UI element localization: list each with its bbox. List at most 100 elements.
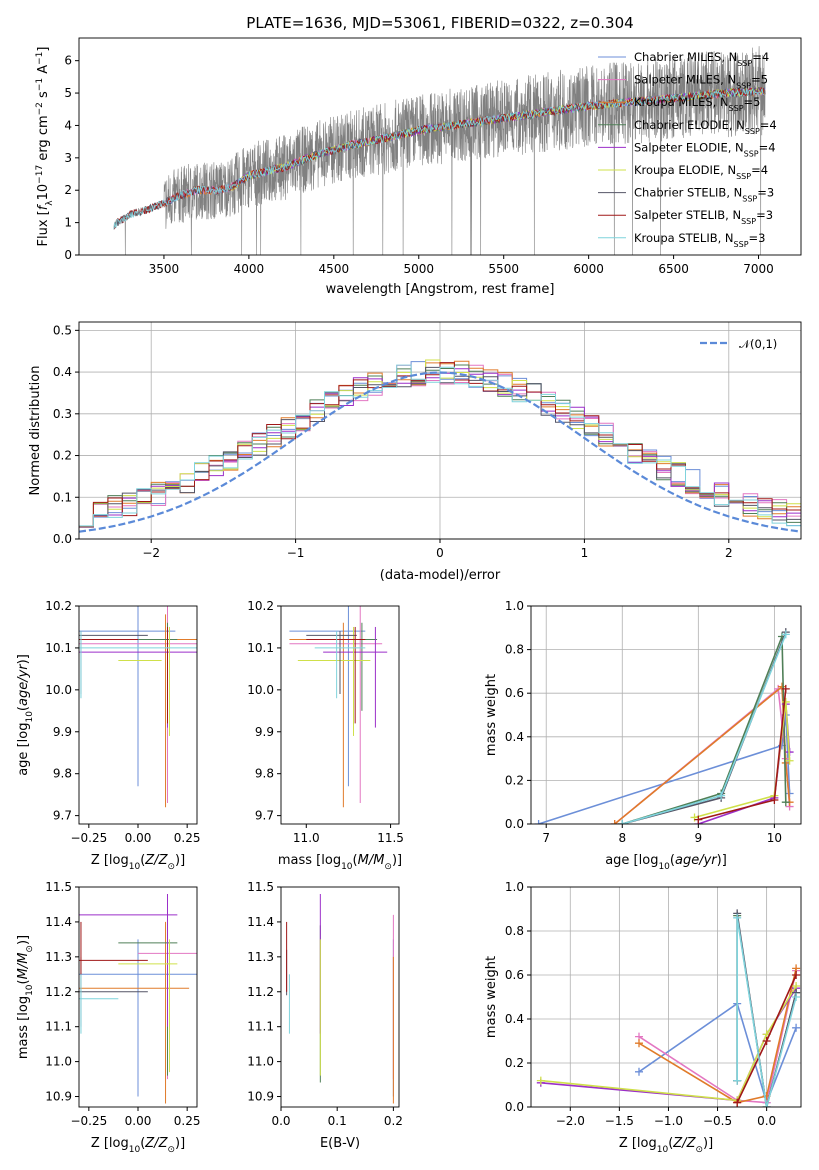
spectrum-axes: 3500 4000 4500 5000 5500 6000 6500 7000 0 1 2 3 4 5 6 w…	[35, 37, 802, 297]
legend-entry: Chabrier MILES, NSSP=4	[634, 50, 769, 68]
weight-marker	[534, 820, 543, 824]
age-vs-Z-ytick-label: 9.7	[53, 809, 72, 823]
legend-entry: Salpeter MILES, NSSP=5	[634, 73, 768, 91]
residuals-grid	[79, 322, 801, 540]
weight-vs-Z-xtick-label: −0.5	[703, 1114, 732, 1128]
age-vs-mass-ytick-label: 9.9	[255, 725, 274, 739]
weight-marker	[785, 756, 794, 765]
spectrum-ytick-label: 5	[64, 86, 72, 100]
residuals-xtick-label: 1	[581, 546, 589, 560]
weight-marker	[781, 798, 790, 807]
weight-vs-Z-plot-area	[536, 909, 801, 1107]
mass-vs-EBV-ytick-label: 11.3	[247, 950, 274, 964]
legend-entry: Kroupa STELIB, NSSP=3	[634, 231, 765, 249]
weight-marker	[536, 1076, 545, 1085]
weight-marker	[610, 820, 619, 824]
residuals-axes: −2 −1 0 1 2 0.0 0.1 0.2 0.3 0.4 0.5 (data-model)/er…	[28, 321, 802, 583]
mass-vs-Z-xlabel: Z [log10(Z/Z⊙)]	[91, 1136, 185, 1155]
age-vs-Z-axes: −0.25 0.00 0.25 9.7 9.8 9.9 10.0 10.1 10.2 Z [log…	[16, 599, 201, 872]
residuals-ytick-label: 0.2	[53, 449, 72, 463]
spectrum-ytick-label: 1	[64, 216, 72, 230]
spectrum-xlabel: wavelength [Angstrom, rest frame]	[326, 282, 555, 297]
weight-vs-Z-axes: −2.0 −1.5 −1.0 −0.5 0.0 0.0 0.2 0.4 0.6 0.8 1.0 Z […	[484, 880, 802, 1155]
age-vs-mass-ytick-label: 9.7	[255, 809, 274, 823]
mass-vs-Z-ytick-label: 10.9	[45, 1090, 72, 1104]
residuals-ytick-label: 0.5	[53, 323, 72, 337]
weight-vs-Z-xtick-label: −1.5	[605, 1114, 634, 1128]
weight-vs-age-xtick-label: 8	[618, 831, 626, 845]
age-vs-Z-plot-area	[79, 606, 197, 808]
weight-vs-age-plot-area	[534, 628, 794, 824]
age-vs-mass-xtick-label: 11.5	[377, 831, 404, 845]
mass-vs-Z-axes: −0.25 0.00 0.25 10.9 11.0 11.1 11.2 11.3 11.4 11.…	[16, 880, 201, 1155]
legend-entry: Chabrier STELIB, NSSP=3	[634, 186, 774, 204]
weight-series-line	[622, 634, 787, 824]
mass-vs-EBV-ytick-label: 11.2	[247, 985, 274, 999]
spectrum-ytick-label: 4	[64, 118, 72, 132]
mass-vs-EBV-ytick-label: 11.4	[247, 915, 274, 929]
spectrum-ylabel: Flux [fλ10−17 erg cm−2 s−1 A−1]	[35, 47, 55, 247]
mass-vs-EBV-xtick-label: 0.0	[271, 1114, 290, 1128]
age-vs-Z-frame	[78, 605, 198, 825]
residuals-ytick-label: 0.1	[53, 490, 72, 504]
weight-vs-Z-grid	[531, 886, 801, 1108]
residuals-ylabel: Normed distribution	[28, 366, 43, 496]
residuals-xlabel: (data-model)/error	[380, 568, 501, 583]
weight-vs-Z-ytick-label: 0.0	[505, 1100, 524, 1114]
weight-vs-Z-ytick-label: 0.6	[505, 968, 524, 982]
age-vs-mass-xlabel: mass [log10(M/M⊙)]	[278, 853, 402, 872]
residuals-ytick-label: 0.0	[53, 532, 72, 546]
mass-vs-EBV-axes: 0.0 0.1 0.2 10.9 11.0 11.1 11.2 11.3 11.4 11.5 E(B…	[247, 880, 403, 1151]
weight-series-line	[638, 970, 797, 1104]
spectrum-data-line	[113, 46, 766, 255]
spectrum-xtick-label: 5500	[488, 262, 519, 276]
weight-vs-age-ytick-label: 0.0	[505, 817, 524, 831]
age-vs-mass-ytick-label: 10.0	[247, 683, 274, 697]
mass-vs-Z-xtick-label: 0.25	[174, 1114, 201, 1128]
residuals-xtick-label: −1	[287, 546, 305, 560]
spectrum-ytick-label: 2	[64, 183, 72, 197]
mass-vs-Z-xtick-label: −0.25	[70, 1114, 107, 1128]
weight-marker	[792, 971, 801, 979]
age-vs-mass-ytick-label: 10.1	[247, 641, 274, 655]
weight-vs-age-xlabel: age [log10(age/yr)]	[605, 853, 727, 872]
age-vs-Z-ytick-label: 10.1	[45, 641, 72, 655]
weight-vs-age-ytick-label: 0.4	[505, 730, 524, 744]
age-vs-mass-axes: 11.0 11.5 9.7 9.8 9.9 10.0 10.1 10.2 mass [log10…	[247, 599, 404, 872]
mass-vs-EBV-ytick-label: 11.5	[247, 880, 274, 894]
spectrum-xtick-label: 5000	[403, 262, 434, 276]
mass-vs-EBV-xtick-label: 0.1	[328, 1114, 347, 1128]
spectrum-plot-area	[113, 46, 766, 255]
age-vs-mass-xtick-label: 11.0	[293, 831, 320, 845]
residuals-xtick-label: 2	[725, 546, 733, 560]
age-vs-Z-ytick-label: 10.2	[45, 599, 72, 613]
weight-series-line	[614, 687, 791, 824]
weight-series-line	[622, 636, 787, 824]
mass-vs-Z-ylabel: mass [log10(M/M⊙)]	[16, 935, 35, 1059]
spectrum-legend: Chabrier MILES, NSSP=4 Salpeter MILES, NS…	[598, 50, 777, 248]
spectrum-xtick-label: 7000	[743, 262, 774, 276]
mass-vs-EBV-plot-area	[286, 893, 394, 1104]
weight-series-line	[698, 704, 791, 824]
mass-vs-Z-ytick-label: 11.1	[45, 1020, 72, 1034]
mass-vs-EBV-ytick-label: 11.0	[247, 1055, 274, 1069]
legend-entry: Kroupa ELODIE, NSSP=4	[634, 163, 768, 181]
weight-marker	[694, 815, 703, 824]
weight-marker	[762, 1103, 771, 1107]
weight-vs-age-xtick-label: 7	[542, 831, 550, 845]
age-vs-Z-ytick-label: 9.8	[53, 767, 72, 781]
gaussian-reference-curve	[79, 371, 801, 533]
weight-marker	[792, 993, 801, 1001]
age-vs-Z-xtick-label: −0.25	[70, 831, 107, 845]
age-vs-Z-xlabel: Z [log10(Z/Z⊙)]	[91, 853, 185, 872]
weight-vs-Z-xtick-label: 0.0	[757, 1114, 776, 1128]
weight-vs-Z-xtick-label: −2.0	[556, 1114, 585, 1128]
legend-entry: Kroupa MILES, NSSP=5	[634, 95, 760, 113]
weight-marker	[717, 791, 726, 800]
spectrum-xtick-label: 4500	[319, 262, 350, 276]
legend-entry: Salpeter ELODIE, NSSP=4	[634, 140, 776, 158]
legend-entry: 𝒩(0,1)	[739, 337, 777, 351]
age-vs-Z-xtick-label: 0.00	[125, 831, 152, 845]
residuals-plot-area	[79, 359, 801, 533]
